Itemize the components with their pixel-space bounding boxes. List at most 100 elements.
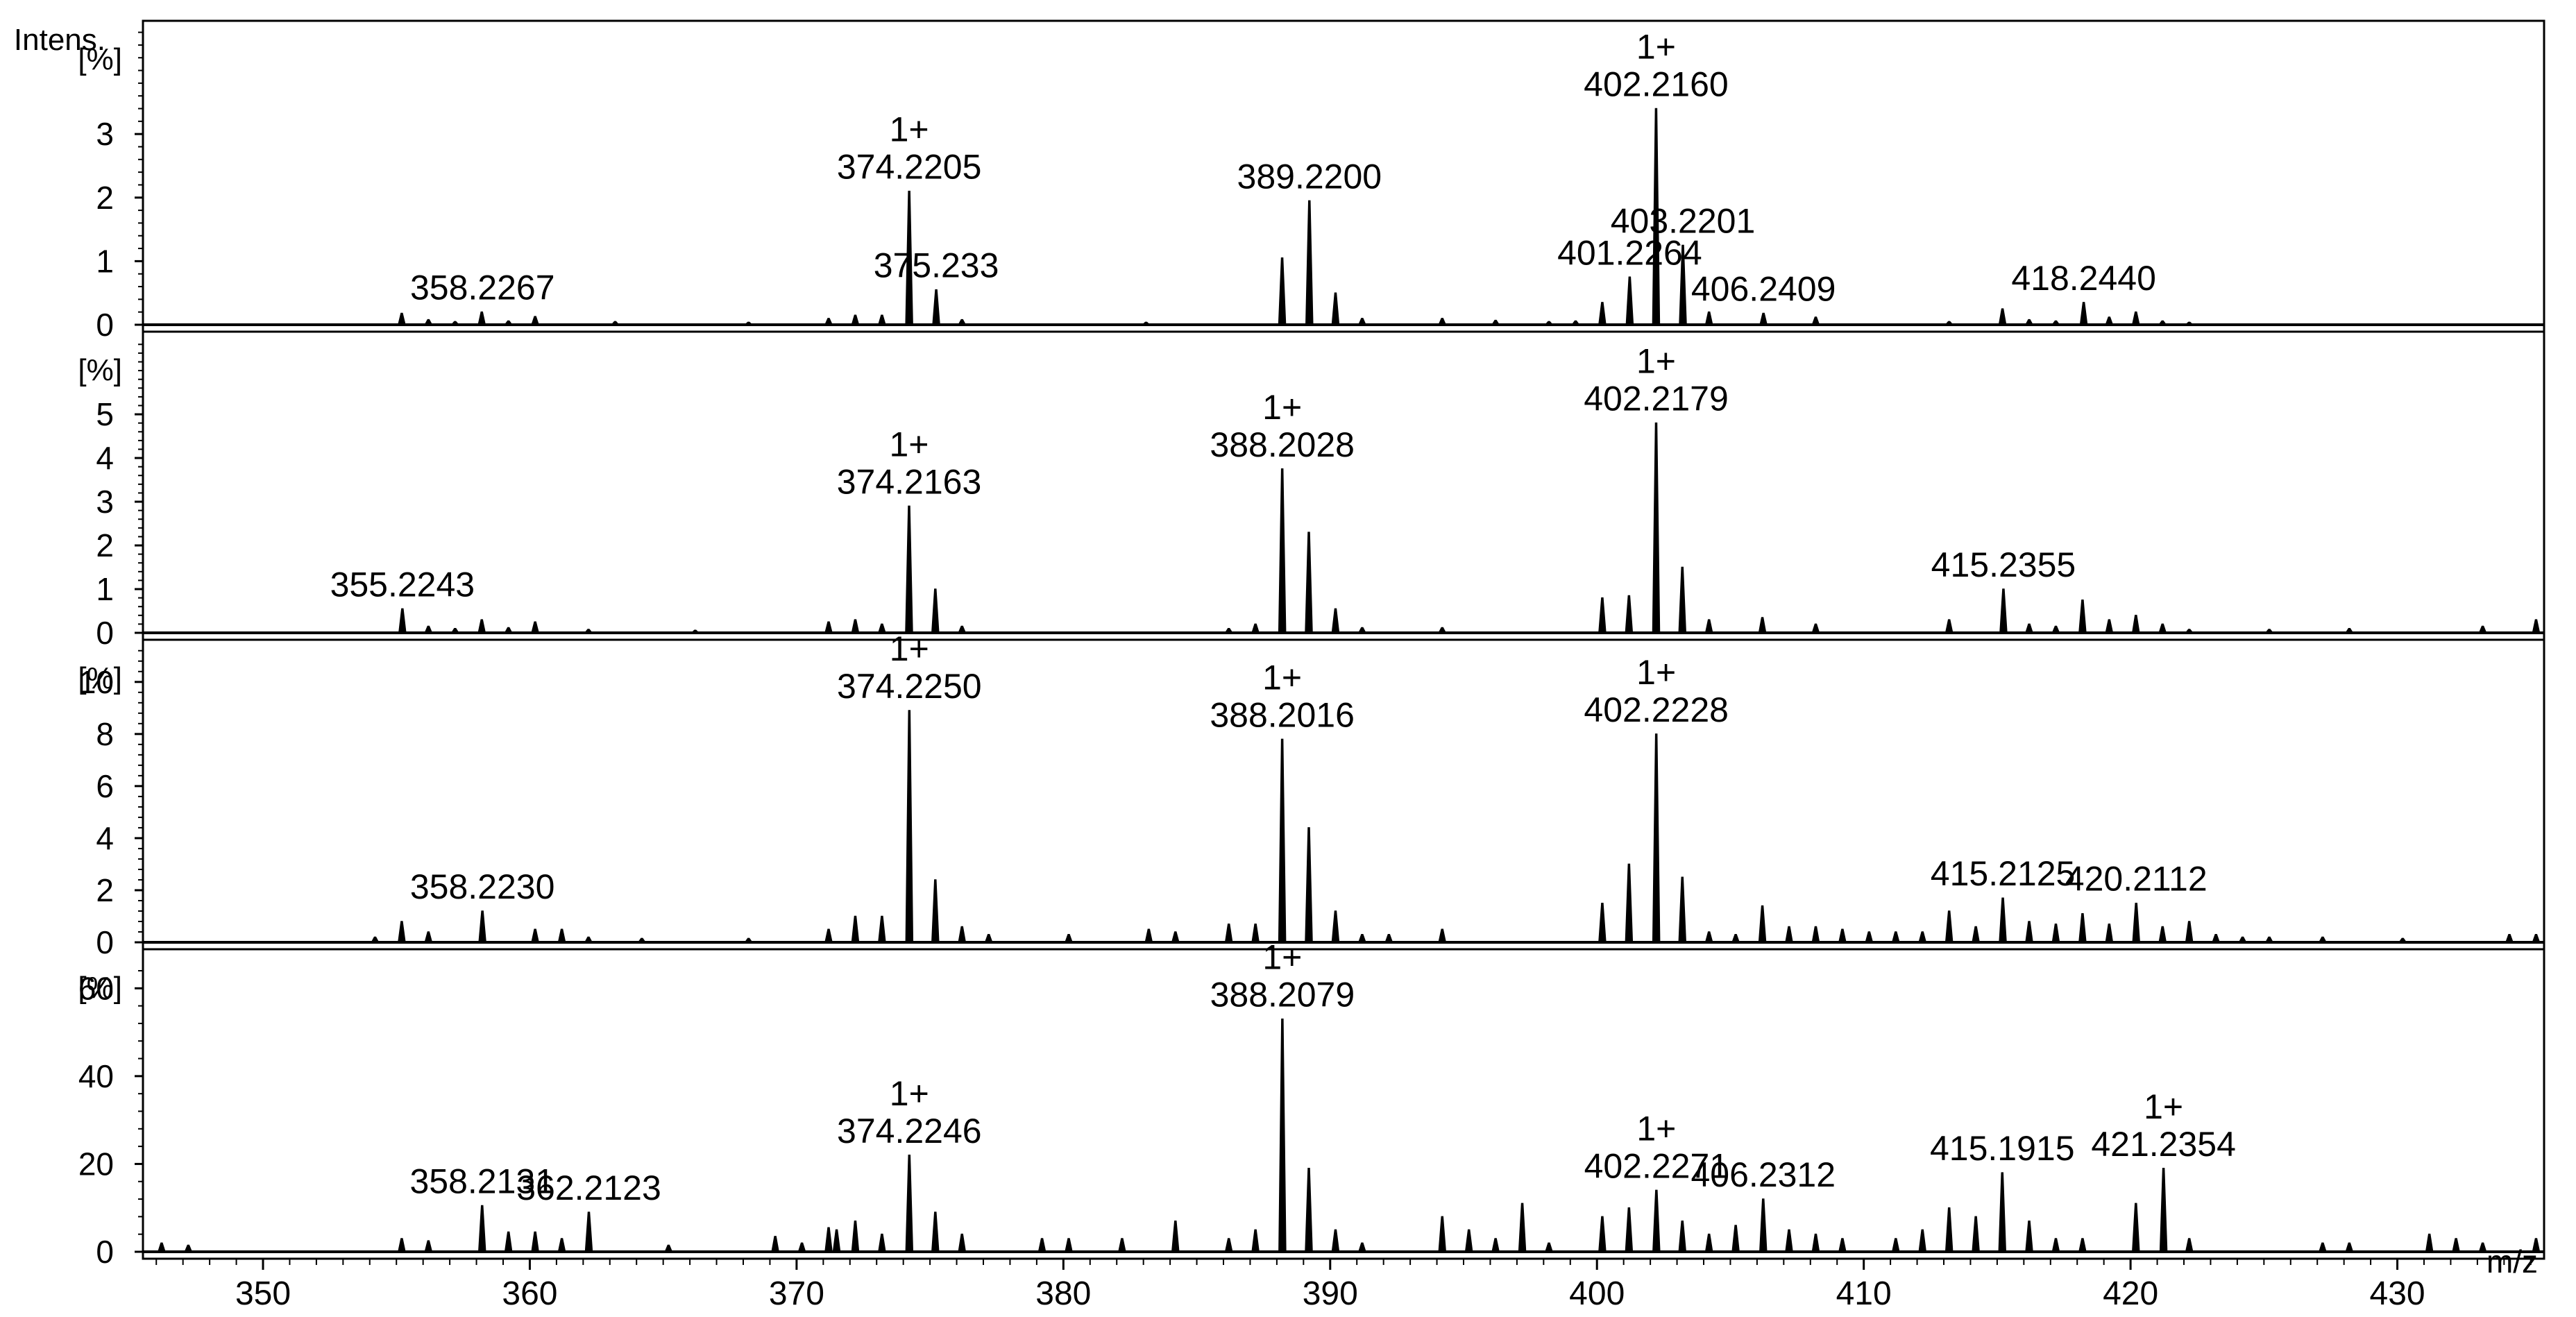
spectrum-peak — [2105, 316, 2114, 325]
peak-mz-label: 374.2163 — [837, 462, 982, 501]
y-tick-label: 0 — [96, 1234, 114, 1270]
spectrum-peak — [2532, 1238, 2541, 1252]
spectrum-peak — [1544, 321, 1554, 325]
x-tick-label: 380 — [1035, 1275, 1091, 1312]
spectrum-peak — [905, 505, 913, 634]
spectrum-peak — [2452, 1238, 2461, 1252]
spectrum-peak — [2078, 600, 2087, 634]
spectrum-peak — [424, 318, 433, 325]
spectrum-peak — [1598, 902, 1607, 943]
spectrum-peak — [1438, 318, 1447, 325]
spectrum-peak — [2238, 936, 2247, 943]
spectrum-peak — [531, 1231, 539, 1252]
peak-mz-label: 420.2112 — [2065, 860, 2208, 899]
spectrum-peak — [1944, 321, 1954, 325]
spectrum-peak — [2185, 1238, 2194, 1252]
spectrum-peak — [1224, 923, 1233, 943]
spectrum-peak — [398, 608, 407, 634]
spectrum-peak — [557, 928, 566, 943]
peak-mz-label: 388.2028 — [1210, 425, 1355, 464]
peak-mz-label: 406.2409 — [1691, 270, 1836, 309]
y-tick-label: 60 — [78, 970, 114, 1006]
spectrum-peak — [2345, 1242, 2354, 1252]
y-axis-label: [%] — [78, 971, 122, 1005]
spectrum-peak — [1331, 910, 1340, 943]
peak-charge-label: 1+ — [1636, 1109, 1676, 1148]
spectrum-peak — [824, 1227, 833, 1252]
spectrum-peak — [2505, 933, 2514, 943]
spectrum-peak — [1278, 257, 1287, 325]
spectrum-peak — [905, 710, 914, 943]
spectrum-peak — [2131, 311, 2140, 325]
y-axis-label: [%] — [78, 42, 122, 76]
spectrum-peak — [1972, 1216, 1980, 1252]
peak-mz-label: 402.2228 — [1584, 690, 1729, 729]
y-tick-label: 2 — [96, 180, 114, 216]
spectrum-peak — [2264, 629, 2274, 634]
spectrum-peak — [1704, 619, 1713, 634]
spectrum-peak — [477, 1205, 486, 1252]
spectrum-peak — [958, 1233, 967, 1252]
peak-charge-label: 1+ — [1262, 658, 1302, 697]
spectrum-peak — [450, 627, 460, 634]
spectrum-peak — [2318, 1242, 2327, 1252]
spectrum-peak — [1357, 933, 1366, 943]
spectrum-peak — [477, 619, 486, 634]
spectrum-peak — [1944, 910, 1954, 943]
spectrum-peak — [744, 937, 754, 943]
spectrum-peak — [1999, 897, 2007, 943]
spectrum-peak — [1518, 1203, 1527, 1252]
spectrum-peak — [824, 318, 833, 325]
spectrum-peak — [1437, 627, 1447, 634]
spectrum-peak — [1758, 617, 1767, 634]
spectrum-peak — [1065, 1238, 1073, 1252]
spectrum-peak — [2078, 1238, 2087, 1252]
spectrum-peak — [1491, 1238, 1500, 1252]
mz-axis-label: m/z — [2486, 1243, 2538, 1280]
spectrum-peak — [664, 1244, 673, 1252]
spectrum-peak — [2344, 627, 2354, 634]
spectrum-peak — [2025, 921, 2033, 943]
peak-mz-label: 415.2125 — [1931, 854, 2076, 893]
spectrum-peak — [1625, 1207, 1634, 1252]
spectrum-peak — [1811, 1233, 1820, 1252]
spectrum-peak — [690, 629, 700, 634]
peak-charge-label: 1+ — [1262, 938, 1302, 977]
spectrum-peak — [1731, 1225, 1740, 1252]
spectrum-peak — [557, 1238, 566, 1252]
spectrum-peak — [424, 1240, 433, 1252]
panel-frame — [142, 330, 2545, 641]
y-tick-label: 6 — [96, 768, 114, 804]
spectrum-peak — [984, 933, 993, 943]
spectrum-peak — [1598, 1216, 1607, 1252]
spectrum-peak — [932, 289, 940, 325]
spectrum-peak — [2051, 625, 2060, 634]
spectrum-peak — [1944, 1207, 1954, 1252]
spectrum-peak — [2158, 926, 2167, 943]
spectrum-peak — [832, 1229, 841, 1252]
spectrum-peak — [1785, 926, 1793, 943]
y-tick-label: 5 — [96, 396, 114, 432]
peak-charge-label: 1+ — [2144, 1087, 2183, 1126]
spectrum-peak — [931, 879, 940, 943]
spectrum-peak — [1679, 244, 1687, 325]
spectrum-peak — [1598, 597, 1607, 634]
peak-mz-label: 374.2250 — [837, 667, 982, 706]
spectrum-peak — [931, 1212, 940, 1252]
spectrum-peak — [2132, 1203, 2140, 1252]
x-tick-label: 360 — [502, 1275, 557, 1312]
peak-charge-label: 1+ — [1636, 28, 1676, 67]
spectrum-peak — [1357, 1242, 1366, 1252]
spectrum-peak — [397, 1238, 406, 1252]
spectrum-peak — [1731, 933, 1740, 943]
spectrum-peak — [504, 320, 514, 325]
spectrum-peak — [2079, 302, 2088, 325]
spectrum-peak — [2051, 923, 2060, 943]
spectrum-peak — [931, 588, 940, 634]
x-tick-label: 390 — [1303, 1275, 1358, 1312]
spectrum-panel-4: [%]0204060358.2131362.2123374.22461+388.… — [78, 938, 2545, 1270]
spectrum-peak — [1305, 827, 1313, 943]
spectrum-peak — [877, 314, 886, 325]
